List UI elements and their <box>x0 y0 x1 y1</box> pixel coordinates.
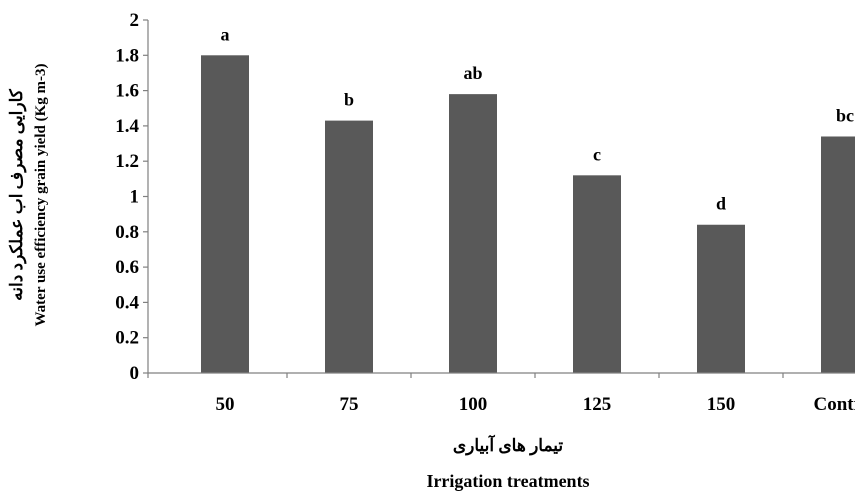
x-axis-title-fa: تیمار های آبیاری <box>453 434 564 456</box>
y-tick-label: 0.8 <box>115 222 139 243</box>
y-tick-label: 0 <box>130 363 140 384</box>
bar-75 <box>325 120 373 373</box>
significance-label: a <box>221 24 230 44</box>
bar-150 <box>697 224 745 373</box>
x-tick-label: 75 <box>340 394 359 415</box>
significance-label: bc <box>836 105 854 125</box>
bar-100 <box>449 94 497 373</box>
y-tick-label: 1 <box>130 187 140 208</box>
bar-control <box>821 136 855 373</box>
y-axis-titles: کارایی مصرف اب عملکرد دانه Water use eff… <box>7 63 49 326</box>
significance-label: ab <box>463 63 482 83</box>
y-tick-label: 1.6 <box>115 81 139 102</box>
x-axis-titles: تیمار های آبیاری Irrigation treatments <box>426 434 589 491</box>
x-tick-label: 150 <box>707 394 736 415</box>
y-tick-label: 1.8 <box>115 45 139 66</box>
y-tick-label: 1.4 <box>115 116 139 137</box>
y-axis-title-fa: کارایی مصرف اب عملکرد دانه <box>7 88 27 301</box>
y-axis-ticks: 0 0.2 0.4 0.6 0.8 1 1.2 1.4 1.6 1.8 2 <box>115 10 148 384</box>
significance-label: d <box>716 194 726 214</box>
y-tick-label: 0.6 <box>115 257 139 278</box>
y-tick-label: 1.2 <box>115 151 139 172</box>
x-tick-label: 50 <box>216 394 235 415</box>
y-tick-label: 2 <box>130 10 140 31</box>
y-axis-title: Water use efficiency grain yield (Kg m-3… <box>33 63 49 326</box>
x-tick-label: 100 <box>459 394 488 415</box>
significance-label: c <box>593 144 601 164</box>
bars <box>201 55 855 374</box>
significance-label: b <box>344 90 354 110</box>
bar-125 <box>573 175 621 373</box>
bar-50 <box>201 55 249 374</box>
x-axis-title: Irrigation treatments <box>426 471 589 491</box>
x-tick-label: Control <box>814 394 855 415</box>
y-tick-label: 0.4 <box>115 292 139 313</box>
y-tick-label: 0.2 <box>115 328 139 349</box>
x-axis-ticks: 50 75 100 125 150 Control <box>147 373 855 415</box>
x-tick-label: 125 <box>583 394 612 415</box>
